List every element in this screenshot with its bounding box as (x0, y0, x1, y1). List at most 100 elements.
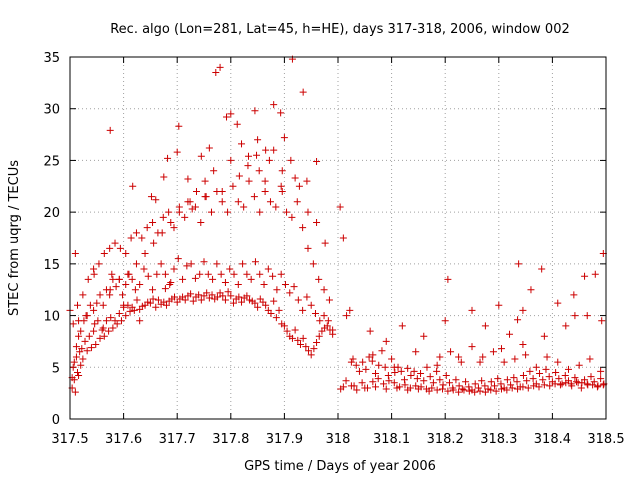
data-point (382, 385, 390, 393)
data-point (84, 275, 92, 283)
data-point (316, 317, 324, 325)
data-point (378, 347, 386, 355)
data-point (597, 367, 605, 375)
data-point (81, 337, 89, 345)
data-point (374, 375, 382, 383)
data-point (299, 306, 307, 314)
data-point (90, 270, 98, 278)
data-point (296, 341, 304, 349)
data-point (299, 224, 307, 232)
data-point (342, 377, 350, 385)
data-point (507, 381, 515, 389)
data-point (471, 388, 479, 396)
data-point (295, 182, 303, 190)
data-point (99, 324, 107, 332)
data-point (339, 234, 347, 242)
data-point (481, 322, 489, 330)
data-point (75, 372, 83, 380)
data-point (131, 286, 139, 294)
data-point (468, 306, 476, 314)
data-point (413, 375, 421, 383)
data-point (251, 258, 259, 266)
data-point (247, 275, 255, 283)
data-point (497, 380, 505, 388)
data-point (414, 385, 422, 393)
data-point (513, 378, 521, 386)
data-point (583, 380, 591, 388)
data-point (368, 357, 376, 365)
data-point (212, 69, 220, 77)
data-point (372, 369, 380, 377)
data-point (79, 291, 87, 299)
data-point (515, 260, 523, 268)
data-point (325, 296, 333, 304)
data-point (313, 157, 321, 165)
x-tick-label: 317.8 (212, 432, 249, 447)
data-point (497, 345, 505, 353)
data-point (106, 244, 114, 252)
data-point (380, 380, 388, 388)
data-point (129, 182, 137, 190)
data-point (154, 296, 162, 304)
data-point (209, 275, 217, 283)
data-point (287, 156, 295, 164)
data-point (536, 369, 544, 377)
data-point (167, 278, 175, 286)
data-point (184, 198, 192, 206)
y-axis-tick-labels: 0 5 10 15 20 25 30 35 (43, 51, 60, 428)
data-point (425, 387, 433, 395)
data-point (460, 386, 468, 394)
data-point (152, 196, 160, 204)
data-point (255, 167, 263, 175)
data-point (481, 382, 489, 390)
data-point (230, 270, 238, 278)
data-point (522, 351, 530, 359)
data-point (146, 299, 154, 307)
data-point (227, 110, 235, 118)
x-tick-label: 317.9 (266, 432, 303, 447)
data-point (313, 218, 321, 226)
data-point (74, 301, 82, 309)
data-point (229, 182, 237, 190)
data-point (278, 187, 286, 195)
data-point (266, 198, 274, 206)
data-point (170, 224, 178, 232)
data-point (359, 358, 367, 366)
data-point (115, 310, 123, 318)
data-point (397, 367, 405, 375)
data-point (106, 291, 114, 299)
data-point (429, 379, 437, 387)
data-point (540, 332, 548, 340)
data-point (587, 373, 595, 381)
data-point (100, 250, 108, 258)
data-point (160, 173, 168, 181)
data-point (109, 275, 117, 283)
data-point (562, 322, 570, 330)
data-point (277, 109, 285, 117)
data-point (262, 301, 270, 309)
data-point (519, 383, 527, 391)
data-point (554, 299, 562, 307)
data-point (133, 296, 141, 304)
data-point (476, 358, 484, 366)
data-point (283, 327, 291, 335)
data-point (303, 177, 311, 185)
x-tick-label: 318.4 (534, 432, 571, 447)
data-point (382, 337, 390, 345)
data-point (581, 272, 589, 280)
data-point (375, 361, 383, 369)
data-point (462, 378, 470, 386)
data-point (235, 293, 243, 301)
data-point (506, 330, 514, 338)
data-point (489, 348, 497, 356)
data-point (570, 291, 578, 299)
data-point (208, 291, 216, 299)
data-point (455, 388, 463, 396)
data-point (96, 291, 104, 299)
data-point (401, 381, 409, 389)
data-point (503, 376, 511, 384)
data-points (66, 55, 608, 396)
data-point (99, 301, 107, 309)
data-point (245, 177, 253, 185)
data-point (85, 332, 93, 340)
